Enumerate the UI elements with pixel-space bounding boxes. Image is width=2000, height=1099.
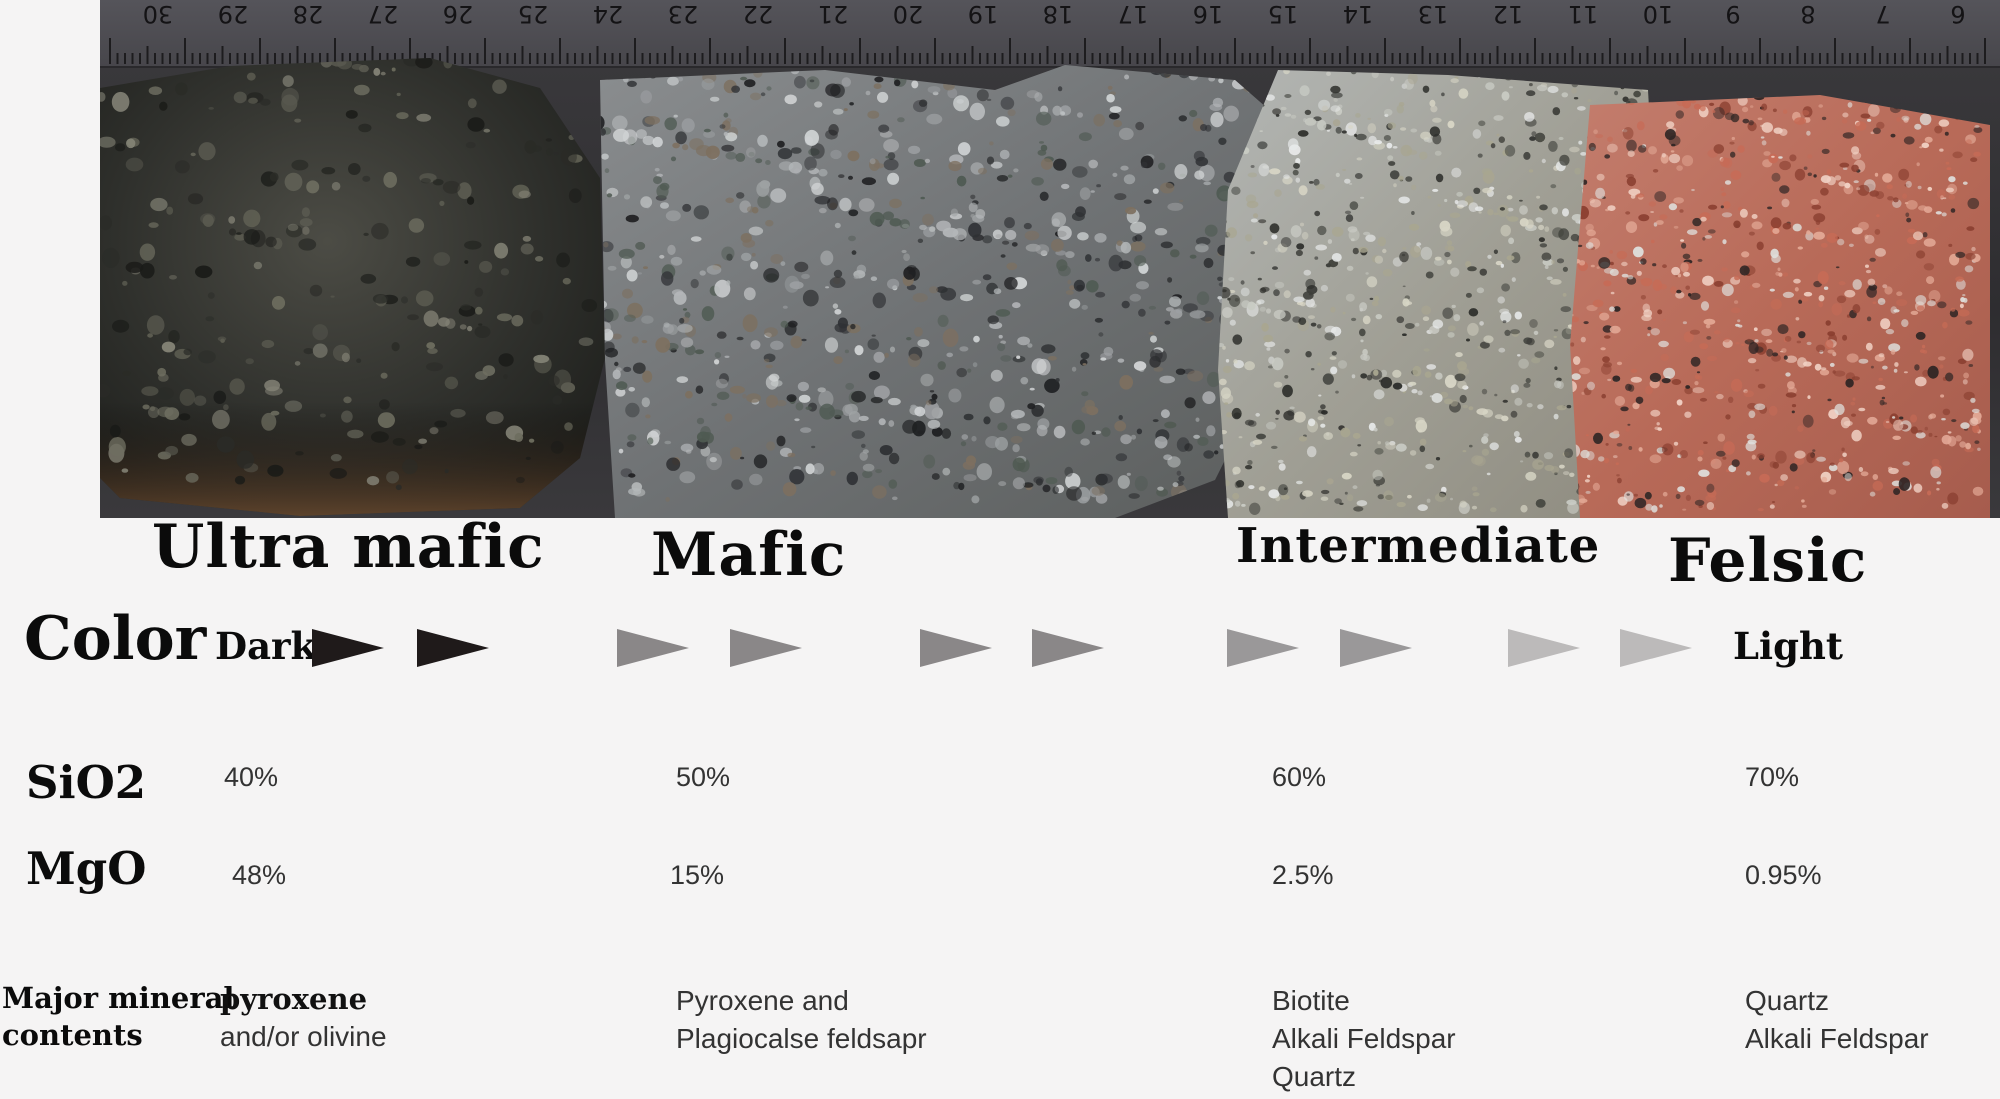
ruler-number: 27 (368, 0, 399, 28)
ruler-number: 19 (968, 0, 999, 28)
ruler-number: 22 (743, 0, 774, 28)
minerals-mafic: Pyroxene and Plagiocalse feldsapr (676, 982, 927, 1058)
ruler-number: 17 (1118, 0, 1149, 28)
color-arrow (730, 629, 802, 667)
mineral-line: Alkali Feldspar (1272, 1023, 1456, 1054)
mineral-line: Quartz (1745, 985, 1830, 1016)
sio2-value-felsic: 70% (1745, 762, 1800, 792)
ruler-number: 13 (1418, 0, 1449, 28)
category-ultra-mafic: Ultra mafic (152, 512, 545, 582)
rock-samples-photo: 30 29 28 27 26 25 24 23 22 21 20 19 18 17 16 15 14 13 12 11… (100, 0, 2000, 518)
mineral-line: Alkali Feldspar (1745, 1023, 1929, 1054)
ruler-number: 9 (1725, 0, 1740, 28)
mineral-line: pyroxene (220, 982, 368, 1016)
ruler-number: 15 (1268, 0, 1299, 28)
ruler-number: 14 (1343, 0, 1374, 28)
color-arrow (1508, 629, 1580, 667)
color-arrow (1340, 629, 1412, 667)
minerals-row-label: Major mineral contents (2, 980, 234, 1054)
ruler-number: 11 (1568, 0, 1599, 28)
minerals-row-label-line2: contents (2, 1018, 143, 1052)
category-intermediate: Intermediate (1236, 518, 1601, 574)
color-arrow (1032, 629, 1104, 667)
mineral-line: Biotite (1272, 985, 1350, 1016)
ruler-number: 23 (668, 0, 699, 28)
mgo-value-mafic: 15% (670, 860, 725, 890)
felsic-rock-sample (1570, 95, 1990, 518)
minerals-ultra-mafic: pyroxene and/or olivine (220, 980, 387, 1056)
color-arrow (1227, 629, 1299, 667)
minerals-row-label-line1: Major mineral (2, 981, 235, 1015)
ruler-number: 20 (893, 0, 924, 28)
intermediate-rock-sample (1218, 70, 1658, 518)
color-light-label: Light (1733, 624, 1843, 668)
ruler-ticks: 30 29 28 27 26 25 24 23 22 21 20 19 18 17 16 15 14 13 12 11… (109, 0, 1986, 64)
ruler-number: 28 (293, 0, 324, 28)
color-arrow (417, 629, 489, 667)
ruler-number: 7 (1875, 0, 1890, 28)
mafic-rock-sample (600, 65, 1315, 518)
mgo-row-label: MgO (26, 842, 147, 895)
minerals-felsic: Quartz Alkali Feldspar (1745, 982, 1929, 1058)
mineral-line: and/or olivine (220, 1021, 387, 1052)
ruler-number: 24 (593, 0, 624, 28)
ruler-number: 26 (443, 0, 474, 28)
sio2-value-intermediate: 60% (1272, 762, 1327, 792)
color-arrow (312, 629, 384, 667)
ruler-number: 8 (1800, 0, 1815, 28)
minerals-intermediate: Biotite Alkali Feldspar Quartz (1272, 982, 1456, 1096)
ruler-number: 16 (1193, 0, 1224, 28)
mineral-line: Pyroxene and (676, 985, 849, 1016)
ruler-number: 25 (518, 0, 549, 28)
ultra-mafic-rock-sample (100, 58, 605, 516)
mgo-value-ultra-mafic: 48% (232, 860, 287, 890)
ruler-number: 30 (143, 0, 174, 28)
ruler-number: 10 (1643, 0, 1674, 28)
mineral-line: Plagiocalse feldsapr (676, 1023, 927, 1054)
color-row-label: Color (24, 604, 207, 674)
sio2-value-ultra-mafic: 40% (224, 762, 279, 792)
ruler-number: 21 (818, 0, 849, 28)
mineral-line: Quartz (1272, 1061, 1357, 1092)
color-arrow (920, 629, 992, 667)
measuring-ruler: 30 29 28 27 26 25 24 23 22 21 20 19 18 17 16 15 14 13 12 11… (100, 0, 2000, 68)
mgo-value-intermediate: 2.5% (1272, 860, 1334, 890)
category-felsic: Felsic (1668, 526, 1868, 596)
color-dark-label: Dark (215, 624, 317, 668)
category-mafic: Mafic (651, 520, 847, 590)
color-arrow (1620, 629, 1692, 667)
mgo-value-felsic: 0.95% (1745, 860, 1822, 890)
color-arrow (617, 629, 689, 667)
ruler-number: 6 (1950, 0, 1965, 28)
ruler-number: 12 (1493, 0, 1524, 28)
sio2-value-mafic: 50% (676, 762, 731, 792)
ruler-number: 29 (218, 0, 249, 28)
ruler-number: 18 (1043, 0, 1074, 28)
sio2-row-label: SiO2 (26, 756, 147, 809)
